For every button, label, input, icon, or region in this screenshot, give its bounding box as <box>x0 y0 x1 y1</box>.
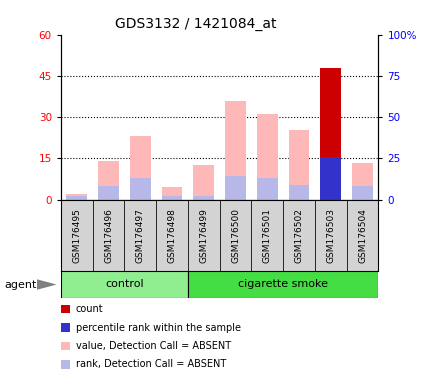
Text: GSM176500: GSM176500 <box>230 208 240 263</box>
Bar <box>193 165 214 200</box>
Bar <box>320 68 340 200</box>
Text: cigarette smoke: cigarette smoke <box>238 279 327 289</box>
Bar <box>314 200 346 271</box>
Bar <box>61 200 92 271</box>
Bar <box>161 187 182 200</box>
Bar <box>66 194 87 200</box>
Bar <box>352 162 372 200</box>
Bar <box>130 178 150 200</box>
Bar <box>156 200 187 271</box>
Text: GSM176495: GSM176495 <box>72 208 81 263</box>
Text: GSM176498: GSM176498 <box>167 208 176 263</box>
Bar <box>92 200 124 271</box>
Bar <box>187 271 378 298</box>
Text: GSM176499: GSM176499 <box>199 208 208 263</box>
Bar <box>352 186 372 200</box>
Text: GSM176497: GSM176497 <box>135 208 145 263</box>
Text: GSM176496: GSM176496 <box>104 208 113 263</box>
Bar <box>61 271 187 298</box>
Bar <box>219 200 251 271</box>
Bar <box>124 200 156 271</box>
Text: count: count <box>76 304 103 314</box>
Bar <box>256 114 277 200</box>
Text: GSM176503: GSM176503 <box>326 208 335 263</box>
Text: agent: agent <box>4 280 36 290</box>
Text: GSM176501: GSM176501 <box>262 208 271 263</box>
Text: rank, Detection Call = ABSENT: rank, Detection Call = ABSENT <box>76 359 225 369</box>
Bar <box>225 101 245 200</box>
Bar <box>288 129 309 200</box>
Bar <box>187 200 219 271</box>
Text: control: control <box>105 279 143 289</box>
Bar <box>66 195 87 200</box>
Text: GSM176504: GSM176504 <box>357 208 366 263</box>
Bar <box>98 186 118 200</box>
Bar <box>130 136 150 200</box>
Polygon shape <box>37 279 56 290</box>
Bar <box>251 200 283 271</box>
Bar <box>193 195 214 200</box>
Text: value, Detection Call = ABSENT: value, Detection Call = ABSENT <box>76 341 230 351</box>
Bar <box>320 157 340 200</box>
Bar <box>288 185 309 200</box>
Text: GDS3132 / 1421084_at: GDS3132 / 1421084_at <box>115 17 276 31</box>
Bar <box>346 200 378 271</box>
Text: GSM176502: GSM176502 <box>294 208 303 263</box>
Bar <box>283 200 314 271</box>
Bar <box>256 178 277 200</box>
Text: percentile rank within the sample: percentile rank within the sample <box>76 323 240 333</box>
Bar <box>225 176 245 200</box>
Bar <box>161 195 182 200</box>
Bar <box>98 161 118 200</box>
